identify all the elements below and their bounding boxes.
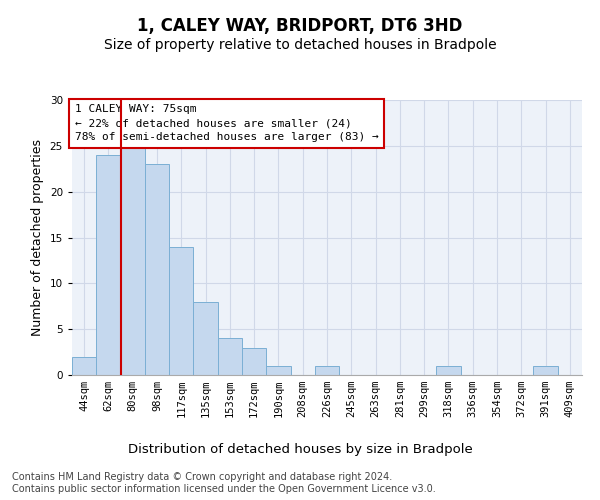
Bar — [242, 348, 266, 375]
Y-axis label: Number of detached properties: Number of detached properties — [31, 139, 44, 336]
Bar — [436, 366, 461, 375]
Bar — [218, 338, 242, 375]
Text: Size of property relative to detached houses in Bradpole: Size of property relative to detached ho… — [104, 38, 496, 52]
Text: Contains HM Land Registry data © Crown copyright and database right 2024.
Contai: Contains HM Land Registry data © Crown c… — [12, 472, 436, 494]
Bar — [193, 302, 218, 375]
Bar — [145, 164, 169, 375]
Bar — [315, 366, 339, 375]
Bar — [121, 146, 145, 375]
Bar — [266, 366, 290, 375]
Bar — [169, 246, 193, 375]
Text: 1 CALEY WAY: 75sqm
← 22% of detached houses are smaller (24)
78% of semi-detache: 1 CALEY WAY: 75sqm ← 22% of detached hou… — [74, 104, 379, 142]
Bar — [96, 155, 121, 375]
Bar — [72, 356, 96, 375]
Text: 1, CALEY WAY, BRIDPORT, DT6 3HD: 1, CALEY WAY, BRIDPORT, DT6 3HD — [137, 18, 463, 36]
Bar — [533, 366, 558, 375]
Text: Distribution of detached houses by size in Bradpole: Distribution of detached houses by size … — [128, 442, 472, 456]
